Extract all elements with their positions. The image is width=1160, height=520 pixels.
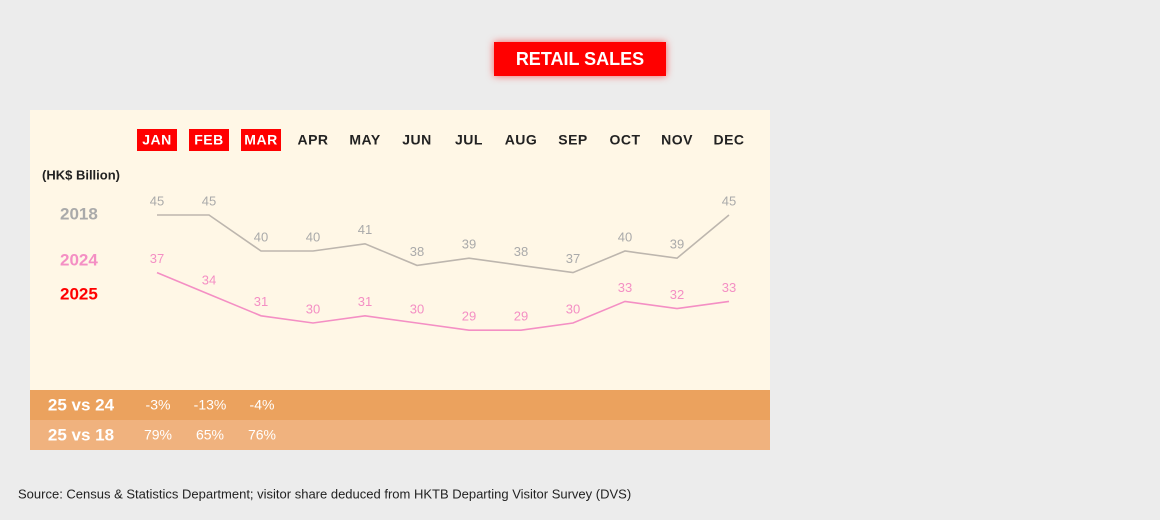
value-label: 29 [514,309,528,324]
value-label: 40 [254,229,268,244]
table-row [30,390,770,420]
month-label: SEP [558,132,588,148]
row-label: 25 vs 18 [48,425,114,444]
value-label: 30 [410,301,424,316]
value-label: 37 [150,251,164,266]
month-label: MAY [349,132,380,148]
chart-title: RETAIL SALES [516,49,644,69]
value-label: 34 [202,273,216,288]
value-label: 30 [306,301,320,316]
month-label: DEC [713,132,744,148]
value-label: 31 [358,294,372,309]
value-label: 40 [618,229,632,244]
row-value: -13% [194,397,227,413]
month-label: FEB [194,132,224,148]
value-label: 33 [722,280,736,295]
legend-label: 2025 [60,284,98,303]
month-label: OCT [609,132,640,148]
month-label: JAN [142,132,172,148]
row-label: 25 vs 24 [48,395,115,414]
value-label: 41 [358,222,372,237]
series-line [156,271,730,331]
month-highlight [241,129,281,151]
month-label: AUG [505,132,538,148]
month-label: JUL [455,132,483,148]
row-value: -4% [250,397,275,413]
month-label: MAR [244,132,277,148]
row-value: 79% [144,427,172,443]
row-value: -3% [146,397,171,413]
legend-label: 2024 [60,250,98,269]
value-label: 37 [566,251,580,266]
month-label: NOV [661,132,693,148]
value-label: 32 [670,287,684,302]
table-row [30,420,770,450]
value-label: 45 [722,193,736,208]
value-label: 40 [306,229,320,244]
value-label: 38 [514,244,528,259]
value-label: 31 [254,294,268,309]
month-label: APR [297,132,328,148]
value-label: 38 [410,244,424,259]
value-label: 29 [462,309,476,324]
value-label: 39 [670,237,684,252]
month-highlight [189,129,229,151]
value-label: 39 [462,237,476,252]
series-line [157,214,730,274]
value-label: 30 [566,301,580,316]
value-label: 45 [150,193,164,208]
title-box [494,42,666,76]
unit-label: (HK$ Billion) [42,167,120,182]
month-highlight [137,129,177,151]
value-label: 33 [618,280,632,295]
month-label: JUN [402,132,432,148]
legend-label: 2018 [60,204,98,223]
row-value: 76% [248,427,276,443]
row-value: 65% [196,427,224,443]
value-label: 45 [202,193,216,208]
source: Source: Census & Statistics Department; … [18,486,631,501]
